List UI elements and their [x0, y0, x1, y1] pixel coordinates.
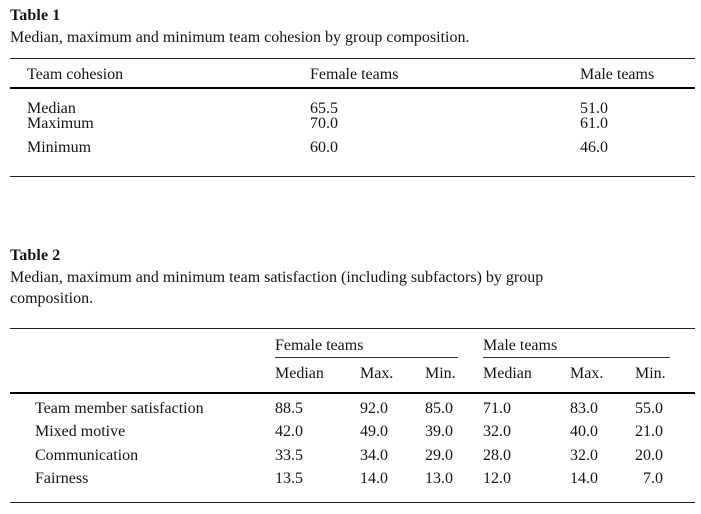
- value-female-min: 85.0: [425, 399, 453, 417]
- value-male-min: 55.0: [635, 399, 663, 417]
- row-label: Median: [27, 100, 76, 117]
- table-row-mixed-motive: Mixed motive 42.0 49.0 39.0 32.0 40.0 21…: [10, 420, 695, 443]
- value-male-min: 7.0: [635, 469, 663, 487]
- subheader-female-max: Max.: [360, 364, 394, 382]
- table1-header-row: Team cohesion Female teams Male teams: [10, 59, 695, 89]
- table2-title: Table 2: [10, 247, 61, 264]
- subheader-male-median: Median: [483, 364, 532, 382]
- value-female-min: 29.0: [425, 446, 453, 464]
- table-row-median: Median 65.5 51.0: [10, 89, 695, 117]
- row-label: Communication: [35, 446, 139, 464]
- table2-caption-line1: Median, maximum and minimum team satisfa…: [10, 269, 544, 286]
- table-row-minimum: Minimum 60.0 46.0: [10, 136, 695, 159]
- value-female-median: 13.5: [275, 469, 303, 487]
- table-row-maximum: Maximum 70.0 61.0: [10, 112, 695, 135]
- value-male: 61.0: [580, 115, 608, 133]
- subheader-female-median: Median: [275, 364, 324, 382]
- value-female-max: 14.0: [360, 469, 388, 487]
- value-female-median: 33.5: [275, 446, 303, 464]
- value-male-max: 14.0: [570, 469, 598, 487]
- value-male-min: 21.0: [635, 423, 663, 441]
- value-female-max: 92.0: [360, 399, 388, 417]
- table1: Team cohesion Female teams Male teams Me…: [10, 58, 695, 177]
- value-male-median: 32.0: [483, 423, 511, 441]
- value-male-max: 32.0: [570, 446, 598, 464]
- table1-heading: Table 1 Median, maximum and minimum team…: [10, 5, 695, 48]
- value-male-max: 40.0: [570, 423, 598, 441]
- row-label: Maximum: [27, 115, 94, 133]
- table2: Female teams Male teams Median Max. Min.…: [10, 328, 695, 503]
- table-row-team-member-satisfaction: Team member satisfaction 88.5 92.0 85.0 …: [10, 394, 695, 420]
- table2-subheader-row: Median Max. Min. Median Max. Min.: [10, 358, 695, 394]
- value-male-median: 12.0: [483, 469, 511, 487]
- value-female-max: 34.0: [360, 446, 388, 464]
- group-header-female-teams: Female teams: [275, 329, 458, 359]
- table1-title: Table 1: [10, 7, 61, 24]
- value-female-median: 88.5: [275, 399, 303, 417]
- table2-caption-line2: composition.: [10, 290, 94, 307]
- table2-group-header-row: Female teams Male teams: [10, 329, 695, 359]
- value-female: 65.5: [310, 100, 338, 117]
- row-label: Fairness: [35, 469, 89, 487]
- row-label: Mixed motive: [35, 423, 126, 441]
- table1-col-header-female-teams: Female teams: [310, 65, 399, 83]
- value-female-min: 13.0: [425, 469, 453, 487]
- value-female-max: 49.0: [360, 423, 388, 441]
- value-male-max: 83.0: [570, 399, 598, 417]
- row-label: Minimum: [27, 138, 92, 156]
- value-male: 46.0: [580, 138, 608, 156]
- table2-body: Team member satisfaction 88.5 92.0 85.0 …: [10, 394, 695, 491]
- value-male-median: 28.0: [483, 446, 511, 464]
- row-label: Team member satisfaction: [35, 399, 204, 417]
- table-row-communication: Communication 33.5 34.0 29.0 28.0 32.0 2…: [10, 444, 695, 467]
- value-female: 70.0: [310, 115, 338, 133]
- subheader-male-max: Max.: [570, 364, 604, 382]
- table1-col-header-team-cohesion: Team cohesion: [27, 65, 124, 83]
- value-female: 60.0: [310, 138, 338, 156]
- group-header-spacer: [10, 329, 275, 358]
- table-row-fairness: Fairness 13.5 14.0 13.0 12.0 14.0 7.0: [10, 467, 695, 490]
- table2-heading: Table 2 Median, maximum and minimum team…: [10, 245, 695, 309]
- table1-col-header-male-teams: Male teams: [580, 65, 655, 83]
- subheader-female-min: Min.: [425, 364, 456, 382]
- table1-caption: Median, maximum and minimum team cohesio…: [10, 29, 470, 46]
- value-male-min: 20.0: [635, 446, 663, 464]
- value-male: 51.0: [580, 100, 608, 117]
- group-header-male-teams: Male teams: [483, 329, 670, 359]
- value-female-median: 42.0: [275, 423, 303, 441]
- table1-body: Median 65.5 51.0 Maximum 70.0 61.0 Minim…: [10, 89, 695, 159]
- value-female-min: 39.0: [425, 423, 453, 441]
- value-male-median: 71.0: [483, 399, 511, 417]
- subheader-male-min: Min.: [635, 364, 666, 382]
